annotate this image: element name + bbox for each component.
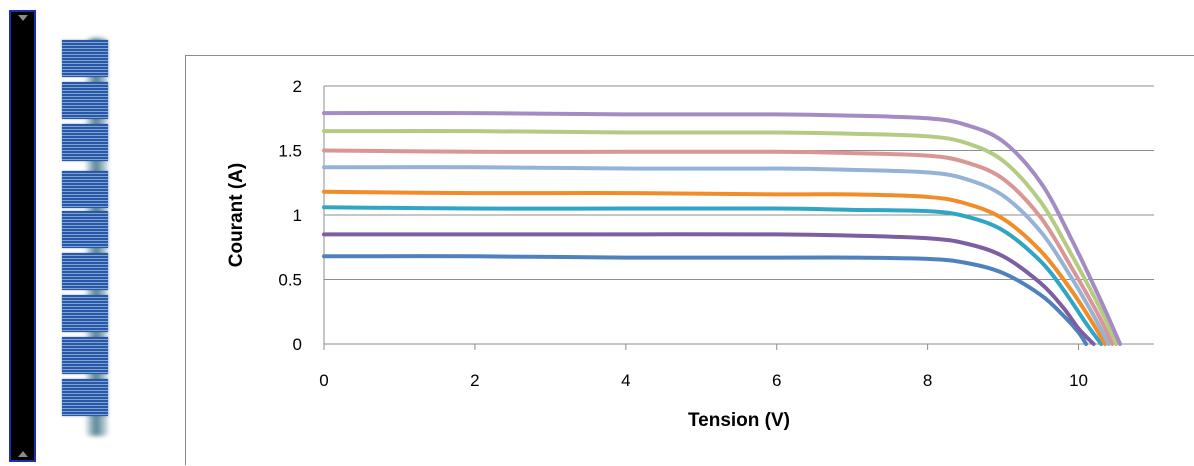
y-tick-label: 1 xyxy=(293,206,302,225)
y-axis-title: Courant (A) xyxy=(226,163,247,267)
series-line xyxy=(322,165,1111,346)
solar-cell xyxy=(62,337,108,374)
solar-cell xyxy=(62,211,108,248)
series-line xyxy=(322,148,1115,346)
x-tick-label: 0 xyxy=(319,371,328,390)
y-tick-label: 0.5 xyxy=(278,271,302,290)
x-tick-label: 2 xyxy=(470,371,479,390)
series-line xyxy=(322,110,1123,346)
solar-cell xyxy=(62,253,108,290)
scroll-up-icon[interactable] xyxy=(17,15,28,21)
series-line xyxy=(322,129,1119,346)
x-tick-label: 8 xyxy=(923,371,932,390)
series-line xyxy=(322,232,1096,346)
solar-cell xyxy=(62,295,108,332)
solar-cell xyxy=(62,379,108,416)
x-tick-label: 10 xyxy=(1069,371,1088,390)
y-tick-label: 0 xyxy=(293,335,302,354)
series-line xyxy=(322,189,1107,346)
solar-cell xyxy=(62,171,108,208)
tick-labels: 0 0.5 1 1.5 2 0 2 4 6 8 10 xyxy=(278,77,1088,390)
solar-cell xyxy=(62,82,108,119)
x-tick-label: 6 xyxy=(772,371,781,390)
chart-area: 0 0.5 1 1.5 2 0 2 4 6 8 10 Tension (V) Courant (A) xyxy=(185,55,1194,465)
x-tick-label: 4 xyxy=(621,371,630,390)
y-tick-label: 2 xyxy=(293,77,302,96)
x-axis-title: Tension (V) xyxy=(688,410,790,431)
series-line xyxy=(322,254,1089,346)
iv-curve-chart: 0 0.5 1 1.5 2 0 2 4 6 8 10 Tension (V) Courant (A) xyxy=(226,77,1154,431)
y-tick-label: 1.5 xyxy=(278,142,302,161)
solar-cell xyxy=(62,40,108,77)
scroll-down-icon[interactable] xyxy=(17,451,28,457)
solar-cell xyxy=(62,124,108,161)
gridlines xyxy=(324,85,1154,345)
side-toolbar[interactable] xyxy=(9,10,36,462)
series-group xyxy=(322,110,1123,346)
series-line xyxy=(322,205,1104,346)
